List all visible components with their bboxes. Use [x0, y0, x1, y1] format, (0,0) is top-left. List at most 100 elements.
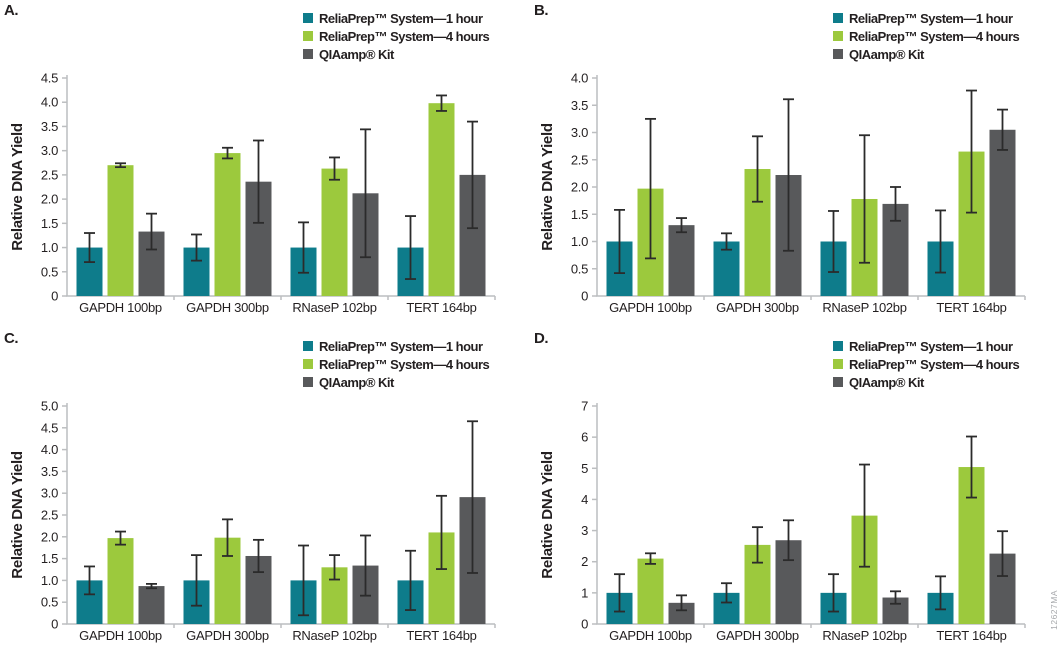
svg-text:0.5: 0.5 — [41, 264, 58, 279]
svg-text:RNaseP 102bp: RNaseP 102bp — [822, 300, 906, 315]
legend-swatch-4hours-icon — [833, 31, 843, 41]
svg-text:0.5: 0.5 — [41, 595, 58, 610]
svg-text:1: 1 — [581, 585, 588, 600]
svg-text:0: 0 — [51, 289, 58, 304]
chart-c-svg: 0 0.5 1.0 1.5 2.0 2.5 3.0 3.5 4.0 4.5 5.0 GAPDH 100… — [9, 399, 496, 643]
panel-a-letter: A. — [4, 2, 19, 19]
svg-text:5.0: 5.0 — [41, 399, 58, 414]
svg-text:GAPDH 300bp: GAPDH 300bp — [186, 300, 269, 315]
svg-text:GAPDH 300bp: GAPDH 300bp — [186, 628, 269, 643]
panel-d-letter: D. — [534, 330, 549, 347]
svg-text:GAPDH 100bp: GAPDH 100bp — [79, 628, 162, 643]
svg-text:0: 0 — [581, 289, 588, 304]
svg-text:4.0: 4.0 — [41, 442, 58, 457]
legend-item-1hour: ReliaPrep™ System—1 hour — [303, 9, 528, 27]
panel-b-letter: B. — [534, 2, 549, 19]
panel-c: 0 0.5 1.0 1.5 2.0 2.5 3.0 3.5 4.0 4.5 5.0 GAPDH 100… — [0, 328, 530, 656]
svg-text:0: 0 — [51, 617, 58, 632]
chart-a-svg: 0 0.5 1.0 1.5 2.0 2.5 3.0 3.5 4.0 4.5 GAPDH 100bp G… — [9, 71, 496, 315]
legend-label: ReliaPrep™ System—4 hours — [849, 356, 1020, 372]
svg-text:3.0: 3.0 — [571, 125, 588, 140]
svg-text:6: 6 — [581, 430, 588, 445]
svg-text:TERT 164bp: TERT 164bp — [936, 300, 1006, 315]
legend-swatch-4hours-icon — [303, 31, 313, 41]
svg-text:1.0: 1.0 — [41, 240, 58, 255]
svg-text:1.5: 1.5 — [41, 216, 58, 231]
svg-text:TERT 164bp: TERT 164bp — [406, 628, 476, 643]
svg-text:RNaseP 102bp: RNaseP 102bp — [822, 628, 906, 643]
svg-text:3.0: 3.0 — [41, 143, 58, 158]
svg-text:3.5: 3.5 — [41, 464, 58, 479]
legend-item-1hour: ReliaPrep™ System—1 hour — [833, 9, 1058, 27]
legend-label: ReliaPrep™ System—4 hours — [319, 28, 490, 44]
svg-text:GAPDH 100bp: GAPDH 100bp — [609, 300, 692, 315]
legend-swatch-1hour-icon — [303, 341, 313, 351]
svg-text:GAPDH 100bp: GAPDH 100bp — [609, 628, 692, 643]
watermark-figure-id: 12627MA — [1049, 590, 1059, 630]
chart-d-svg: 0 1 2 3 4 5 6 7 GAPDH 100bp GAPDH 300bp RNaseP 102… — [539, 399, 1026, 643]
svg-text:3.5: 3.5 — [571, 98, 588, 113]
svg-text:RNaseP 102bp: RNaseP 102bp — [292, 300, 376, 315]
legend-c: ReliaPrep™ System—1 hour ReliaPrep™ Syst… — [303, 337, 528, 391]
svg-text:0.5: 0.5 — [571, 261, 588, 276]
svg-text:GAPDH 300bp: GAPDH 300bp — [716, 300, 799, 315]
legend-label: ReliaPrep™ System—1 hour — [849, 338, 1013, 354]
legend-a: ReliaPrep™ System—1 hour ReliaPrep™ Syst… — [303, 9, 528, 63]
svg-text:1.0: 1.0 — [571, 234, 588, 249]
svg-text:Relative DNA Yield: Relative DNA Yield — [9, 451, 26, 579]
svg-text:Relative DNA Yield: Relative DNA Yield — [539, 123, 556, 251]
legend-item-qiaamp: QIAamp® Kit — [303, 45, 528, 63]
legend-swatch-qiaamp-icon — [833, 49, 843, 59]
svg-text:3.0: 3.0 — [41, 486, 58, 501]
svg-text:4: 4 — [581, 492, 588, 507]
legend-item-1hour: ReliaPrep™ System—1 hour — [833, 337, 1058, 355]
legend-swatch-1hour-icon — [833, 341, 843, 351]
legend-label: ReliaPrep™ System—1 hour — [319, 10, 483, 26]
legend-item-4hours: ReliaPrep™ System—4 hours — [303, 355, 528, 373]
legend-swatch-qiaamp-icon — [833, 377, 843, 387]
legend-label: QIAamp® Kit — [319, 374, 394, 390]
svg-text:2.0: 2.0 — [571, 180, 588, 195]
legend-swatch-qiaamp-icon — [303, 49, 313, 59]
svg-text:7: 7 — [581, 399, 588, 414]
svg-text:GAPDH 300bp: GAPDH 300bp — [716, 628, 799, 643]
legend-item-qiaamp: QIAamp® Kit — [303, 373, 528, 391]
svg-text:0: 0 — [581, 617, 588, 632]
svg-text:3: 3 — [581, 523, 588, 538]
legend-item-qiaamp: QIAamp® Kit — [833, 373, 1058, 391]
legend-d: ReliaPrep™ System—1 hour ReliaPrep™ Syst… — [833, 337, 1058, 391]
svg-text:Relative DNA Yield: Relative DNA Yield — [9, 123, 26, 251]
svg-text:2: 2 — [581, 554, 588, 569]
legend-swatch-4hours-icon — [833, 359, 843, 369]
svg-text:1.5: 1.5 — [571, 207, 588, 222]
legend-swatch-1hour-icon — [833, 13, 843, 23]
svg-text:5: 5 — [581, 461, 588, 476]
legend-label: QIAamp® Kit — [849, 46, 924, 62]
legend-item-4hours: ReliaPrep™ System—4 hours — [833, 27, 1058, 45]
legend-label: QIAamp® Kit — [319, 46, 394, 62]
svg-text:4.5: 4.5 — [41, 71, 58, 86]
legend-swatch-1hour-icon — [303, 13, 313, 23]
panel-a: 0 0.5 1.0 1.5 2.0 2.5 3.0 3.5 4.0 4.5 GAPDH 100bp G… — [0, 0, 530, 328]
legend-label: ReliaPrep™ System—4 hours — [319, 356, 490, 372]
svg-text:2.0: 2.0 — [41, 192, 58, 207]
panel-d: 0 1 2 3 4 5 6 7 GAPDH 100bp GAPDH 300bp RNaseP 102… — [530, 328, 1060, 656]
panel-b: 0 0.5 1.0 1.5 2.0 2.5 3.0 3.5 4.0 GAPDH 100bp GAPD… — [530, 0, 1060, 328]
svg-text:2.5: 2.5 — [571, 152, 588, 167]
panel-c-letter: C. — [4, 330, 19, 347]
legend-label: ReliaPrep™ System—1 hour — [849, 10, 1013, 26]
svg-text:TERT 164bp: TERT 164bp — [936, 628, 1006, 643]
svg-text:RNaseP 102bp: RNaseP 102bp — [292, 628, 376, 643]
svg-text:Relative DNA Yield: Relative DNA Yield — [539, 451, 556, 579]
legend-swatch-4hours-icon — [303, 359, 313, 369]
legend-label: ReliaPrep™ System—4 hours — [849, 28, 1020, 44]
legend-item-4hours: ReliaPrep™ System—4 hours — [833, 355, 1058, 373]
svg-text:1.0: 1.0 — [41, 573, 58, 588]
legend-b: ReliaPrep™ System—1 hour ReliaPrep™ Syst… — [833, 9, 1058, 63]
svg-text:3.5: 3.5 — [41, 119, 58, 134]
svg-text:TERT 164bp: TERT 164bp — [406, 300, 476, 315]
svg-text:GAPDH 100bp: GAPDH 100bp — [79, 300, 162, 315]
svg-text:2.5: 2.5 — [41, 167, 58, 182]
svg-text:4.5: 4.5 — [41, 420, 58, 435]
